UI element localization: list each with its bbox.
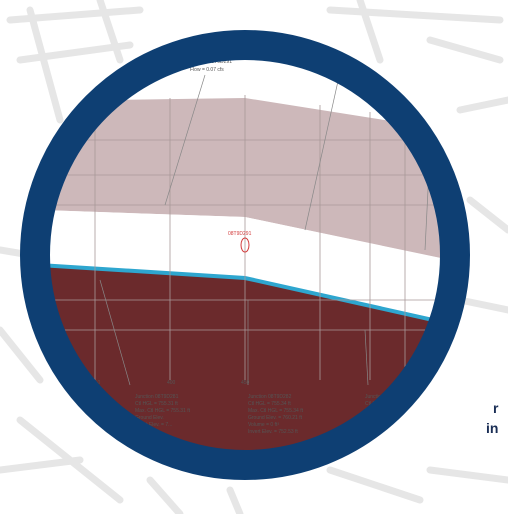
svg-text:Junction 08T9D281: Junction 08T9D281 xyxy=(135,394,179,400)
x-tick-label: 450 xyxy=(241,380,250,386)
ground-fill xyxy=(45,265,445,455)
profile-view: 08T9D291 Conduit 08T9D291 Flow = 0.07 cf… xyxy=(45,55,445,455)
conduit-left-flow: Flow = 0.07 cfs xyxy=(190,67,224,73)
svg-text:Max. Ctl HGL = 755.34 ft: Max. Ctl HGL = 755.34 ft xyxy=(248,408,304,414)
pipe-fill xyxy=(45,98,445,262)
svg-text:Ctl HGL = 755.34 ft: Ctl HGL = 755.34 ft xyxy=(248,401,291,407)
junction-marker-icon xyxy=(240,237,250,253)
profile-grid xyxy=(45,95,445,380)
svg-text:Invert Elev. = 7...: Invert Elev. = 7... xyxy=(135,422,172,428)
svg-text:Ground Elev.: Ground Elev. xyxy=(135,415,164,421)
svg-text:Ground Elev. = 760.21 ft: Ground Elev. = 760.21 ft xyxy=(248,415,303,421)
junction-left-callout: Junction 08T9D281 Ctl HGL = 755.31 ft Ma… xyxy=(135,394,191,428)
x-tick-label: 400 xyxy=(167,380,176,386)
junction-marker-label: 08T9D291 xyxy=(228,231,252,237)
junction-mid-callout: Junction 08T9D282 Ctl HGL = 755.34 ft Ma… xyxy=(248,394,304,435)
svg-text:Invert Elev. = 752.53 ft: Invert Elev. = 752.53 ft xyxy=(248,429,298,435)
corner-text-line-2: in xyxy=(486,420,499,436)
svg-text:Junction 08T9D282: Junction 08T9D282 xyxy=(248,394,292,400)
corner-text-line-1: r xyxy=(493,400,499,416)
svg-text:Ctl HGL = 755.31 ft: Ctl HGL = 755.31 ft xyxy=(135,401,178,407)
svg-text:Max. Ctl HGL = 755.31 ft: Max. Ctl HGL = 755.31 ft xyxy=(135,408,191,414)
lens-ring xyxy=(20,30,470,480)
svg-text:Volume = 0 ft³: Volume = 0 ft³ xyxy=(248,422,279,428)
